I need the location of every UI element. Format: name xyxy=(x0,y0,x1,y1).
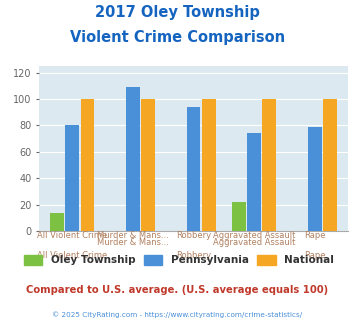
Bar xyxy=(247,133,261,231)
Text: Robbery: Robbery xyxy=(176,231,211,240)
Bar xyxy=(262,99,276,231)
Text: © 2025 CityRating.com - https://www.cityrating.com/crime-statistics/: © 2025 CityRating.com - https://www.city… xyxy=(53,311,302,317)
Text: All Violent Crime: All Violent Crime xyxy=(37,251,108,260)
Bar xyxy=(126,87,140,231)
Text: Rape: Rape xyxy=(304,251,325,260)
Text: 2017 Oley Township: 2017 Oley Township xyxy=(95,5,260,20)
Text: All Violent Crime: All Violent Crime xyxy=(37,231,108,240)
Text: Aggravated Assault: Aggravated Assault xyxy=(213,238,295,247)
Text: Robbery: Robbery xyxy=(176,251,211,260)
Bar xyxy=(186,107,201,231)
Bar xyxy=(202,99,215,231)
Text: Violent Crime Comparison: Violent Crime Comparison xyxy=(70,30,285,45)
Bar xyxy=(50,213,64,231)
Text: Murder & Mans...: Murder & Mans... xyxy=(97,238,169,247)
Bar xyxy=(308,127,322,231)
Text: Murder & Mans...: Murder & Mans... xyxy=(97,231,169,240)
Text: Compared to U.S. average. (U.S. average equals 100): Compared to U.S. average. (U.S. average … xyxy=(26,285,329,295)
Bar xyxy=(232,202,246,231)
Text: Rape: Rape xyxy=(304,231,325,240)
Bar xyxy=(65,125,79,231)
Bar xyxy=(323,99,337,231)
Bar xyxy=(81,99,94,231)
Bar xyxy=(141,99,155,231)
Legend: Oley Township, Pennsylvania, National: Oley Township, Pennsylvania, National xyxy=(20,251,338,270)
Text: Aggravated Assault: Aggravated Assault xyxy=(213,231,295,240)
